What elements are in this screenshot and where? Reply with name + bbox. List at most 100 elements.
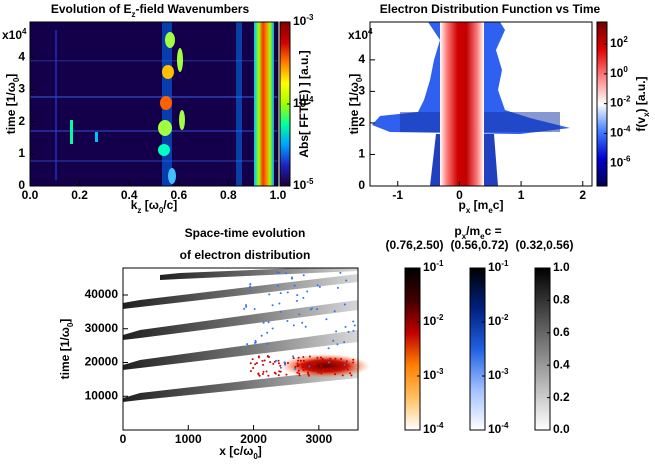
decor-dot [275, 359, 278, 362]
decor-dot [307, 374, 310, 377]
x-axis-label-part: x [466, 206, 471, 215]
decor-dot [308, 355, 311, 358]
decor-dot [343, 303, 346, 306]
decor-dot [297, 369, 300, 372]
colorbar-label: (0.32,0.56) [515, 238, 573, 252]
colorbar-tick-label: 10-2 [423, 313, 444, 329]
colorbar-tick-label: 10-6 [610, 154, 631, 170]
colorbar [404, 267, 421, 431]
chart-title: of electron distribution [180, 248, 311, 262]
y-multiplier-part: 4 [368, 27, 373, 36]
decor-dot [318, 285, 321, 288]
decor-dot [285, 272, 288, 275]
colorbar-tick-label-part: 10 [423, 422, 437, 436]
decor-dot [309, 308, 312, 311]
colorbar-tick-label-part: -4 [436, 421, 444, 430]
y-tick-label: 0 [18, 178, 25, 192]
y-tick-label: 4 [18, 50, 25, 64]
colorbar-tick-label: 10-1 [423, 259, 444, 275]
y-axis-label-part: ] [4, 74, 18, 78]
y-tick-label: 20000 [85, 355, 119, 369]
x-axis-label-part: 0 [159, 206, 164, 215]
colorbar-tick-label: 0.2 [553, 390, 570, 404]
colorbar-tick-label-part: 10 [488, 314, 502, 328]
chart-title: Electron Distribution Function vs Time [380, 2, 601, 16]
decor-dot [329, 357, 332, 360]
decor-dot [320, 372, 323, 375]
colorbar-label-part: ) [a.u.] [634, 76, 648, 112]
decor-dot [249, 370, 252, 373]
decor-dot [335, 330, 338, 333]
x-axis-label-part: 0 [253, 452, 258, 461]
decor-dot [276, 271, 279, 274]
decor-dot [293, 284, 296, 287]
decor-dot [306, 363, 309, 366]
colorbar-tick-label-part: 10 [423, 314, 437, 328]
decor-dot [312, 364, 315, 367]
chart-title-part: -field Wavenumbers [136, 2, 250, 16]
decor-dot [332, 339, 335, 342]
colorbar-tick-label: 10-2 [610, 94, 631, 110]
y-axis-label: time [1/ω0] [58, 319, 74, 380]
colorbar-header-part: c = [485, 224, 502, 238]
decor-dot [302, 296, 305, 299]
colorbar-header-part: x [462, 232, 467, 241]
decor-dot [294, 368, 297, 371]
colorbar-tick-label: 0.6 [553, 325, 570, 339]
decor-dot [341, 374, 344, 377]
decor-dot [334, 357, 337, 360]
decor-dot [343, 341, 346, 344]
decor-dot [292, 324, 295, 327]
colorbar-tick-label-part: -1 [501, 259, 509, 268]
decor-dot [286, 362, 289, 365]
decor-dot [333, 310, 336, 313]
colorbar [534, 267, 551, 431]
decor-dot [308, 361, 311, 364]
decor-dot [306, 290, 309, 293]
x-axis-label-part: z [137, 206, 141, 215]
decor-dot [285, 373, 288, 376]
decor-dot [245, 304, 248, 307]
decor-dot [279, 370, 282, 373]
decor-dot [279, 366, 282, 369]
decor-dot [302, 369, 305, 372]
decor-dot [279, 310, 282, 313]
x-axis-label-part: x [c/ω [219, 444, 253, 458]
colorbar-tick-label-part: -3 [306, 13, 314, 22]
chart-title: Space-time evolution [185, 226, 306, 240]
x-tick-label: 0 [120, 432, 127, 446]
x-tick-label: 0.0 [22, 188, 39, 202]
x-axis-label-part: k [131, 198, 138, 212]
decor-dot [321, 358, 324, 361]
decor-dot [315, 308, 318, 311]
colorbar-tick-label: 10-3 [488, 367, 509, 383]
decor-dot [314, 363, 317, 366]
decor-dot [273, 371, 276, 374]
decor-dot [286, 319, 289, 322]
decor-dot [329, 367, 332, 370]
decor-dot [292, 355, 295, 358]
decor-dot [261, 372, 264, 375]
plot-frame [29, 21, 279, 187]
colorbar-tick-label: 100 [610, 64, 628, 80]
colorbar-tick-label-part: 10 [610, 126, 624, 140]
x-tick-label: 0.2 [71, 188, 88, 202]
decor-dot [276, 284, 279, 287]
decor-dot [257, 372, 260, 375]
decor-dot [277, 374, 280, 377]
decor-dot [271, 327, 274, 330]
decor-dot [279, 292, 282, 295]
decor-dot [321, 360, 324, 363]
y-tick-label: 2 [358, 115, 365, 129]
decor-dot [320, 364, 323, 367]
x-axis-label: px [mec] [459, 198, 504, 214]
decor-dot [251, 358, 254, 361]
colorbar-tick-label: 10-2 [488, 313, 509, 329]
decor-dot [266, 331, 269, 334]
decor-dot [298, 374, 301, 377]
decor-dot [317, 371, 320, 374]
decor-dot [294, 366, 297, 369]
x-tick-label: 2 [579, 188, 586, 202]
x-axis-label: kz [ω0/c] [131, 198, 178, 214]
